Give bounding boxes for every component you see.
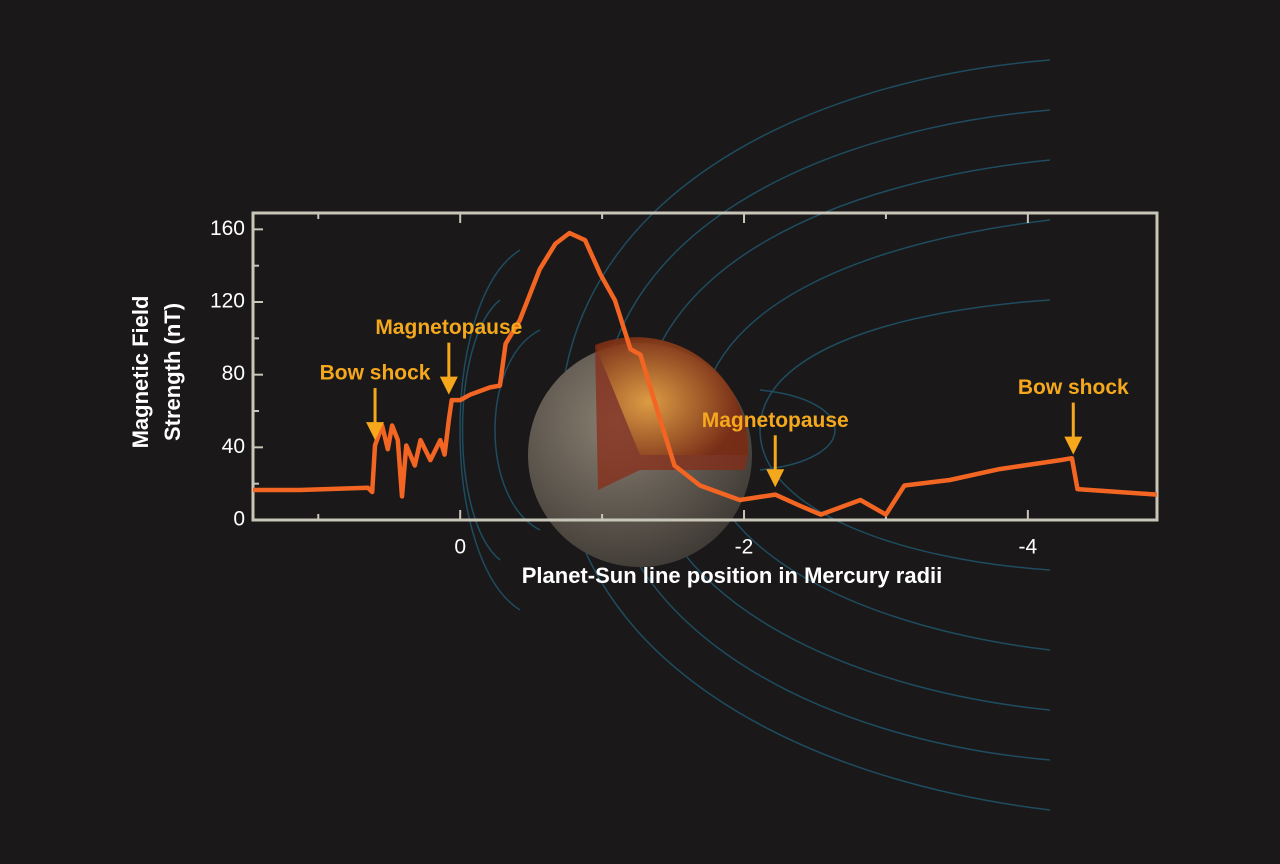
data-line xyxy=(253,230,1158,517)
y-axis-label-line: Magnetic Field xyxy=(128,296,153,449)
y-tick-label: 0 xyxy=(233,508,245,531)
y-axis-label: Magnetic Field Strength (nT) xyxy=(128,296,185,449)
annotation-arrowhead xyxy=(1064,436,1083,455)
annotation: Magnetopause xyxy=(702,409,849,432)
x-tick-label: 0 xyxy=(454,536,466,559)
y-tick-label: 40 xyxy=(222,435,245,458)
annotation-arrowhead xyxy=(366,422,385,441)
x-tick-label: -4 xyxy=(1019,536,1038,559)
y-tick-label: 160 xyxy=(210,217,245,240)
plot-frame xyxy=(251,211,1159,522)
planet-cut xyxy=(595,345,748,490)
annotation: Bow shock xyxy=(1018,376,1129,399)
annotation-arrowhead xyxy=(439,376,458,395)
annotation: Bow shock xyxy=(320,362,431,385)
annotation: Magnetopause xyxy=(375,316,522,339)
x-tick-label: -2 xyxy=(735,536,754,559)
y-axis-label-line: Strength (nT) xyxy=(160,303,185,441)
y-tick-label: 80 xyxy=(222,362,245,385)
x-axis-label: Planet-Sun line position in Mercury radi… xyxy=(522,563,943,588)
y-tick-label: 120 xyxy=(210,290,245,313)
annotation-arrowhead xyxy=(766,469,785,488)
planet-core xyxy=(595,337,749,455)
